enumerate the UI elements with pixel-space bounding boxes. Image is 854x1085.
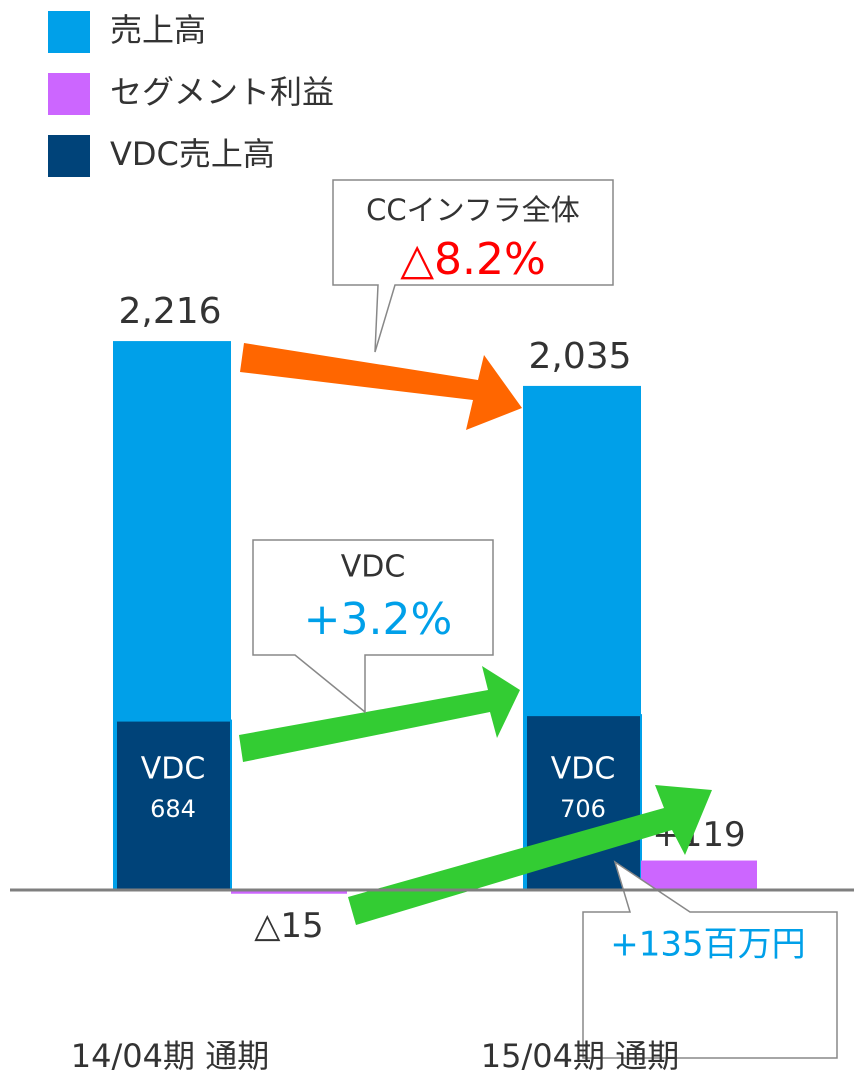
callout-value: +3.2% <box>304 594 453 645</box>
value-label: 2,216 <box>118 291 221 332</box>
legend-label: VDC売上高 <box>110 135 275 173</box>
bar <box>641 860 757 891</box>
callout-value: △8.2% <box>400 234 546 285</box>
callout-box <box>582 860 838 1059</box>
callout-box <box>332 179 614 353</box>
callouts: CCインフラ全体 △8.2% VDC +3.2% +135百万円 <box>252 179 838 1059</box>
value-label: △15 <box>254 906 323 946</box>
x-tick-label: 14/04期 通期 <box>71 1037 269 1075</box>
legend-label: セグメント利益 <box>110 73 334 111</box>
callout-text: VDC <box>341 550 406 585</box>
value-label: 2,035 <box>528 336 631 377</box>
bar-inner-label: VDC <box>141 752 206 787</box>
bar-inner-label: VDC <box>551 752 616 787</box>
arrow <box>240 343 522 430</box>
callout-value: +135百万円 <box>610 925 805 965</box>
legend-swatch <box>48 73 90 115</box>
callout-text: CCインフラ全体 <box>366 193 580 227</box>
legend-swatch <box>48 11 90 53</box>
bar <box>231 890 347 894</box>
bar <box>115 719 232 892</box>
legend-label: 売上高 <box>110 11 206 49</box>
arrow <box>239 666 520 762</box>
callout-box <box>252 539 494 714</box>
value-label: 684 <box>150 795 196 823</box>
value-label: 706 <box>560 795 606 823</box>
x-tick-label: 15/04期 通期 <box>481 1037 679 1075</box>
legend-swatch <box>48 135 90 177</box>
